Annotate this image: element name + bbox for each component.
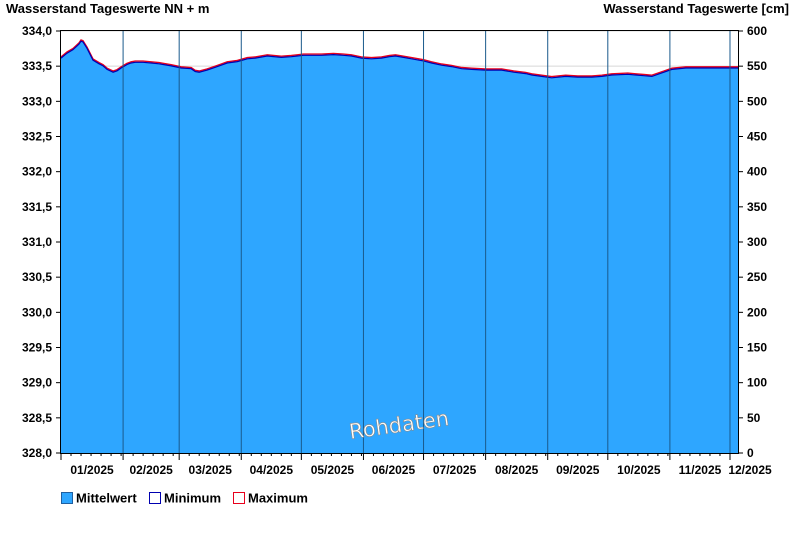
right-axis-title: Wasserstand Tageswerte [cm]	[603, 1, 789, 16]
x-tick-label: 12/2025	[728, 463, 772, 477]
legend-swatch-mittelwert	[61, 492, 73, 504]
x-tick-label: 06/2025	[372, 463, 416, 477]
legend-label-minimum: Minimum	[164, 491, 221, 506]
left-tick-label: 332,0	[22, 165, 52, 179]
left-tick-label: 328,0	[22, 446, 52, 460]
left-tick-label: 331,0	[22, 235, 52, 249]
right-tick-label: 600	[747, 24, 767, 38]
right-tick-label: 550	[747, 59, 767, 73]
x-tick-label: 01/2025	[70, 463, 114, 477]
left-tick-label: 331,5	[22, 200, 52, 214]
legend: Mittelwert Minimum Maximum	[61, 491, 308, 506]
minimum-line	[60, 40, 738, 79]
maximum-line	[60, 39, 738, 78]
mittelwert-area	[61, 40, 738, 454]
left-tick-label: 330,5	[22, 270, 52, 284]
x-tick-label: 04/2025	[250, 463, 294, 477]
right-tick-label: 250	[747, 270, 767, 284]
left-tick-label: 329,0	[22, 376, 52, 390]
right-tick-label: 50	[747, 411, 761, 425]
plot-area	[60, 39, 738, 454]
left-tick-label: 332,5	[22, 130, 52, 144]
right-tick-label: 450	[747, 130, 767, 144]
left-tick-label: 333,5	[22, 59, 52, 73]
right-tick-label: 400	[747, 165, 767, 179]
left-axis-title: Wasserstand Tageswerte NN + m	[6, 1, 209, 16]
right-tick-label: 150	[747, 341, 767, 355]
x-tick-label: 10/2025	[617, 463, 661, 477]
right-tick-label: 350	[747, 200, 767, 214]
x-tick-label: 03/2025	[189, 463, 233, 477]
left-tick-label: 328,5	[22, 411, 52, 425]
x-axis: 01/2025 02/2025 03/2025 04/2025 05/2025 06/20…	[60, 453, 772, 477]
x-tick-label: 11/2025	[679, 463, 722, 477]
x-tick-label: 02/2025	[129, 463, 173, 477]
left-tick-label: 334,0	[22, 24, 52, 38]
x-tick-label: 07/2025	[433, 463, 477, 477]
left-axis: 334,0 333,5 333,0 332,5 332,0 331,5 331,0 330,5…	[22, 24, 61, 460]
right-tick-label: 300	[747, 235, 767, 249]
right-tick-label: 100	[747, 376, 767, 390]
x-tick-label: 08/2025	[495, 463, 539, 477]
left-tick-label: 330,0	[22, 305, 52, 319]
right-tick-label: 0	[747, 446, 754, 460]
legend-label-maximum: Maximum	[248, 491, 308, 506]
left-tick-label: 329,5	[22, 341, 52, 355]
left-tick-label: 333,0	[22, 94, 52, 108]
right-tick-label: 500	[747, 94, 767, 108]
legend-swatch-minimum	[149, 492, 161, 504]
x-tick-label: 09/2025	[556, 463, 600, 477]
right-tick-label: 200	[747, 305, 767, 319]
month-lines	[122, 31, 731, 453]
x-tick-label: 05/2025	[311, 463, 355, 477]
legend-label-mittelwert: Mittelwert	[76, 491, 137, 506]
legend-swatch-maximum	[233, 492, 245, 504]
